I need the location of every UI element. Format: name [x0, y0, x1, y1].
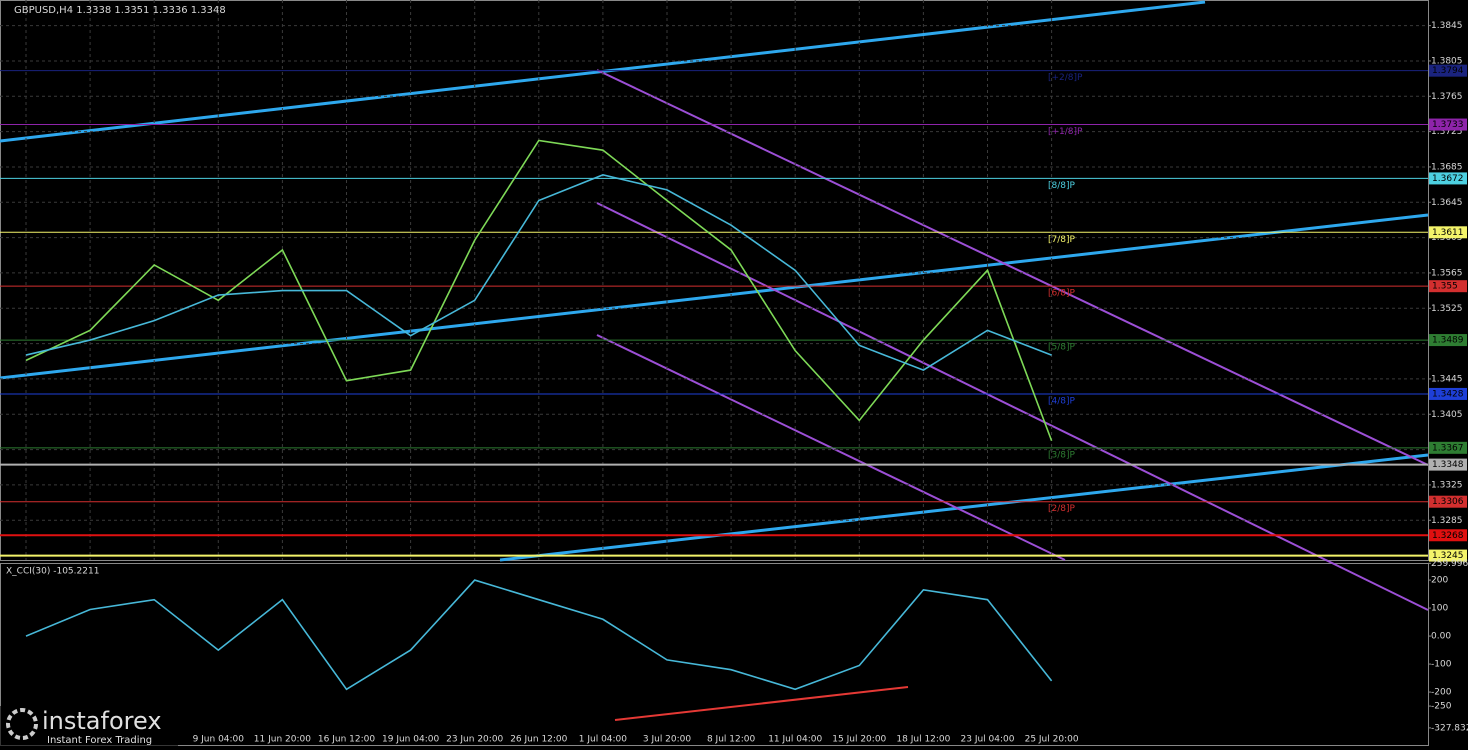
- level-label: [8/8]P: [1048, 181, 1076, 191]
- price-tag-label: 1.3367: [1432, 443, 1464, 453]
- indicator-title: X_CCI(30) -105.2211: [6, 567, 99, 577]
- price-tag: [1429, 495, 1467, 508]
- y-tick-label: -200: [1431, 688, 1452, 698]
- x-tick-label: 25 Jul 20:00: [1025, 735, 1079, 745]
- level-label: [+2/8]P: [1048, 73, 1083, 83]
- y-tick-label: 0.00: [1431, 632, 1451, 642]
- price-tag-label: 1.3428: [1432, 389, 1464, 399]
- price-tag-label: 1.355: [1432, 282, 1458, 292]
- main-frame: [0, 0, 1429, 561]
- price-tag: [1429, 334, 1467, 347]
- symbol-header: GBPUSD,H4 1.3338 1.3351 1.3336 1.3348: [14, 5, 226, 16]
- channel-line: [499, 453, 1429, 562]
- x-tick-label: 18 Jul 12:00: [896, 735, 950, 745]
- price-tag: [1429, 280, 1467, 293]
- logo-text: instaforex: [42, 707, 162, 735]
- y-tick-label: -250: [1431, 702, 1452, 712]
- y-tick-label: 1.3325: [1431, 480, 1463, 490]
- x-tick-label: 26 Jun 12:00: [510, 735, 567, 745]
- price-tag-label: 1.3245: [1432, 551, 1464, 561]
- x-tick-label: 16 Jun 12:00: [318, 735, 375, 745]
- y-tick-label: 100: [1431, 604, 1448, 614]
- y-tick-label: 200: [1431, 576, 1448, 586]
- price-tag: [1429, 441, 1467, 454]
- price-tag-label: 1.3348: [1432, 460, 1464, 470]
- y-tick-label: 259.9969: [1431, 559, 1468, 569]
- price-tag-label: 1.3306: [1432, 497, 1464, 507]
- level-label: [6/8]P: [1048, 289, 1076, 299]
- price-tag: [1429, 529, 1467, 542]
- y-tick-label: 1.3805: [1431, 56, 1463, 66]
- y-tick-label: -327.8322: [1431, 723, 1468, 733]
- x-tick-label: 15 Jul 20:00: [832, 735, 886, 745]
- price-tag-label: 1.3733: [1432, 120, 1464, 130]
- y-tick-label: 1.3405: [1431, 410, 1463, 420]
- x-tick-label: 23 Jun 20:00: [446, 735, 503, 745]
- y-tick-label: 1.3685: [1431, 162, 1463, 172]
- price-tag-label: 1.3268: [1432, 531, 1464, 541]
- level-label: [4/8]P: [1048, 396, 1076, 406]
- down-channel: [596, 202, 1429, 611]
- price-tag-label: 1.3794: [1432, 66, 1464, 76]
- y-tick-label: 1.3525: [1431, 304, 1463, 314]
- x-tick-label: 11 Jul 04:00: [768, 735, 822, 745]
- price-tag: [1429, 549, 1467, 562]
- logo-icon: [6, 708, 38, 740]
- y-tick-label: 1.3565: [1431, 268, 1463, 278]
- y-tick-label: 1.3445: [1431, 374, 1463, 384]
- price-tag: [1429, 387, 1467, 400]
- level-label: [5/8]P: [1048, 343, 1076, 353]
- price-tag: [1429, 172, 1467, 185]
- series-line: [25, 174, 1052, 371]
- price-tag-label: 1.3489: [1432, 336, 1464, 346]
- level-label: [2/8]P: [1048, 504, 1076, 514]
- x-tick-label: 1 Jul 04:00: [579, 735, 628, 745]
- channel-line: [0, 213, 1429, 380]
- level-label: [+1/8]P: [1048, 127, 1083, 137]
- x-tick-label: 23 Jul 04:00: [961, 735, 1015, 745]
- x-tick-label: 19 Jun 04:00: [382, 735, 439, 745]
- price-tag-label: 1.3672: [1432, 174, 1464, 184]
- price-tag: [1429, 226, 1467, 239]
- y-tick-label: 1.3285: [1431, 516, 1463, 526]
- y-tick-label: -100: [1431, 660, 1452, 670]
- y-tick-label: 1.3845: [1431, 21, 1463, 31]
- x-tick-label: 3 Jul 20:00: [643, 735, 692, 745]
- logo-tagline: Instant Forex Trading: [47, 735, 152, 746]
- level-label: [3/8]P: [1048, 450, 1076, 460]
- price-tag: [1429, 64, 1467, 77]
- price-tag: [1429, 118, 1467, 131]
- y-tick-label: 1.3645: [1431, 198, 1463, 208]
- cci-frame: [0, 563, 1429, 746]
- y-tick-label: 1.3765: [1431, 92, 1463, 102]
- level-label: [7/8]P: [1048, 235, 1076, 245]
- x-tick-label: 9 Jun 04:00: [193, 735, 245, 745]
- divergence-line: [614, 686, 909, 721]
- price-tag: [1429, 458, 1467, 471]
- x-tick-label: 8 Jul 12:00: [707, 735, 756, 745]
- down-channel: [596, 69, 1429, 466]
- series-line: [25, 139, 1053, 442]
- price-tag-label: 1.3611: [1432, 228, 1464, 238]
- x-tick-label: 11 Jun 20:00: [254, 735, 311, 745]
- y-tick-label: 1.3725: [1431, 127, 1463, 137]
- series-line: [25, 579, 1053, 691]
